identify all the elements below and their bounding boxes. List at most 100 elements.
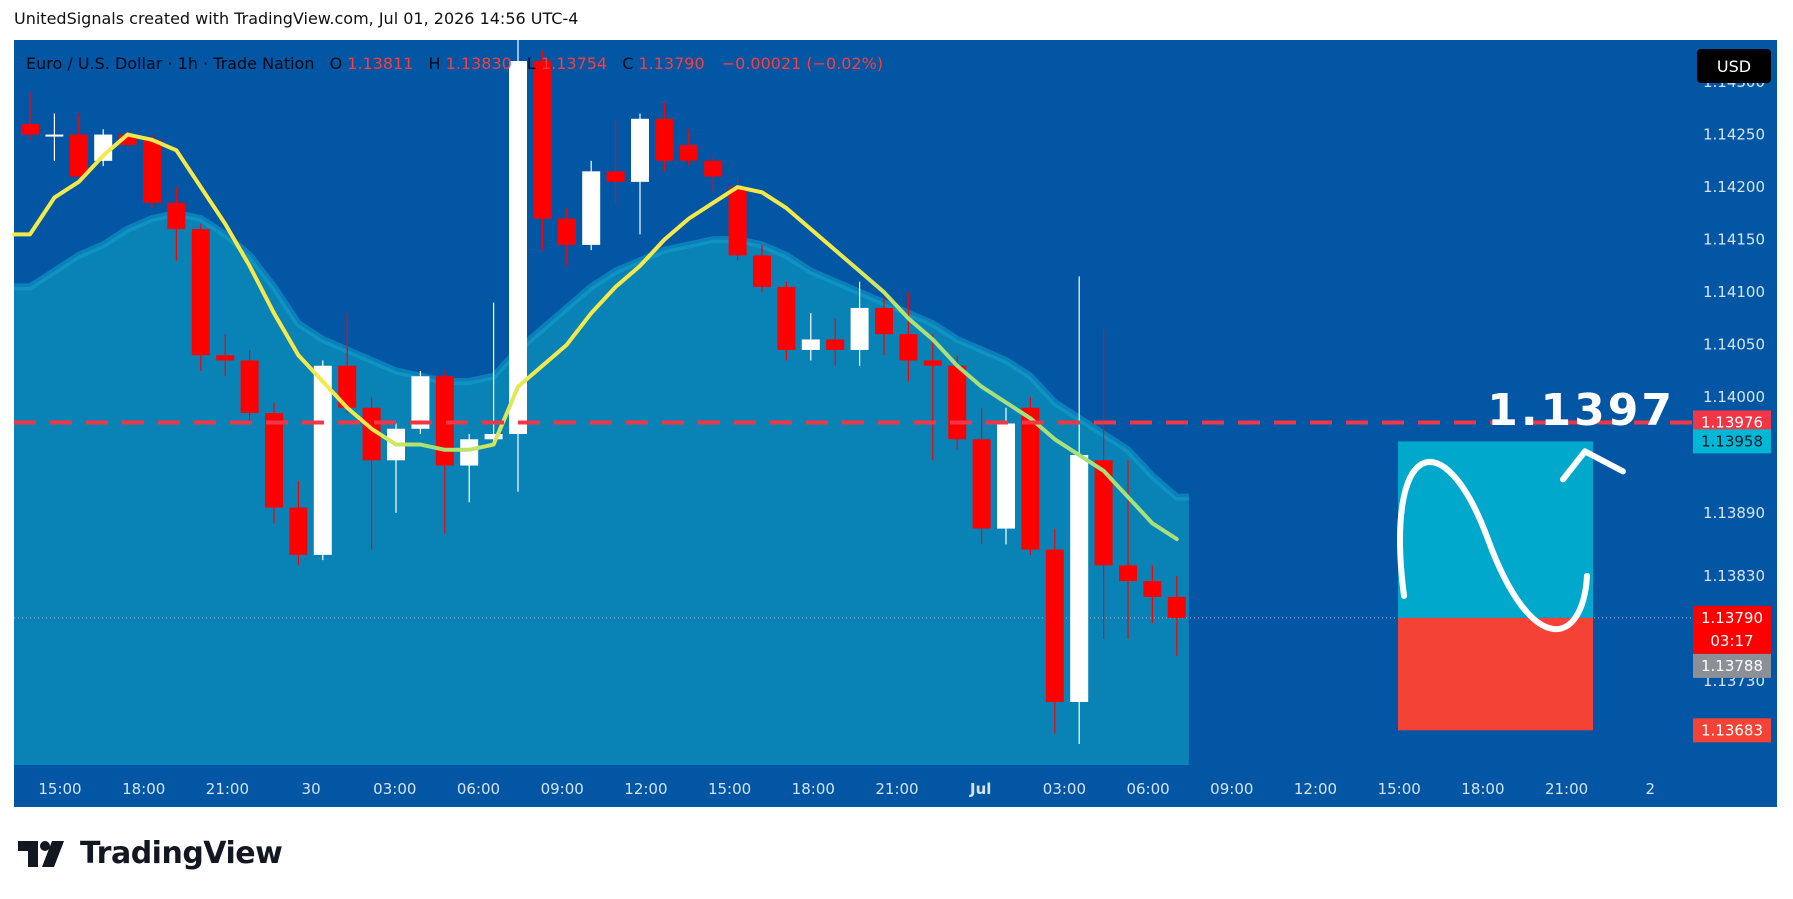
target-price-tag: 1.13976 <box>1701 413 1763 431</box>
projection-wave <box>1397 459 1590 632</box>
candle-body <box>1094 460 1113 566</box>
candle-body <box>484 434 503 440</box>
profit-zone <box>1398 441 1593 618</box>
y-tick-label: 1.14000 <box>1703 388 1765 406</box>
take-profit-tag-bg <box>1693 429 1771 454</box>
candle-body <box>704 160 723 177</box>
y-tick-label: 1.13890 <box>1703 504 1765 522</box>
candle-body <box>265 413 283 508</box>
prev-close-tag: 1.13788 <box>1701 657 1763 675</box>
x-tick-label: 2 <box>1646 780 1656 798</box>
prev-close-tag-bg <box>1693 653 1771 678</box>
band-upper-edge <box>14 209 1189 501</box>
y-tick-label: 1.14050 <box>1703 336 1765 354</box>
candle-body <box>557 218 576 245</box>
stop-price-tag-bg <box>1693 718 1771 743</box>
candle-body <box>972 439 991 529</box>
x-tick-label: Jul <box>969 780 991 798</box>
y-tick-label: 1.14200 <box>1703 178 1765 196</box>
candle-body <box>899 334 918 361</box>
x-tick-label: 21:00 <box>1545 780 1588 798</box>
currency-button[interactable]: USD <box>1697 49 1771 83</box>
candle-body <box>875 307 893 335</box>
take-profit-tag: 1.13958 <box>1701 432 1763 450</box>
candle-body <box>45 134 64 137</box>
x-tick-label: 18:00 <box>1461 780 1504 798</box>
candle-body <box>948 365 967 440</box>
candle-body <box>69 134 88 177</box>
candle-body <box>582 171 601 245</box>
candle-body <box>1143 581 1162 597</box>
candle-body <box>801 339 820 350</box>
candle-body <box>338 365 357 408</box>
candle-body <box>167 202 186 230</box>
x-tick-label: 03:00 <box>1043 780 1086 798</box>
x-tick-label: 21:00 <box>875 780 918 798</box>
candle-body <box>411 376 430 429</box>
x-tick-label: 15:00 <box>38 780 81 798</box>
x-tick-label: 15:00 <box>708 780 751 798</box>
x-tick-label: 15:00 <box>1378 780 1421 798</box>
x-tick-label: 09:00 <box>1210 780 1253 798</box>
target-price-label: 1.1397 <box>1487 385 1675 436</box>
x-tick-label: 03:00 <box>373 780 416 798</box>
x-tick-label: 21:00 <box>206 780 249 798</box>
candle-body <box>679 145 698 161</box>
candle-body <box>1070 455 1089 702</box>
x-tick-label: 06:00 <box>1126 780 1169 798</box>
candle-body <box>509 61 527 435</box>
candle-body <box>460 439 479 466</box>
tradingview-logo: TradingView <box>18 836 283 871</box>
candle-body <box>1119 565 1137 582</box>
candle-body <box>1021 407 1040 550</box>
x-tick-label: 12:00 <box>1294 780 1337 798</box>
chart-credit: UnitedSignals created with TradingView.c… <box>14 9 579 28</box>
candle-body <box>191 229 210 356</box>
y-tick-label: 1.13830 <box>1703 567 1765 585</box>
x-tick-label: 09:00 <box>541 780 584 798</box>
candle-body <box>753 255 771 287</box>
x-tick-label: 18:00 <box>122 780 165 798</box>
candle-body <box>435 376 454 466</box>
legend-close: 1.13790 <box>638 54 704 73</box>
candle-body <box>1167 596 1186 618</box>
bar-countdown: 03:17 <box>1710 632 1753 650</box>
legend-low: 1.13754 <box>541 54 607 73</box>
legend-open-label: O <box>330 54 343 73</box>
legend-change: −0.00021 (−0.02%) <box>722 54 883 73</box>
tradingview-icon <box>18 840 64 867</box>
candle-body <box>728 187 747 256</box>
candle-body <box>631 118 649 182</box>
legend-high-label: H <box>429 54 441 73</box>
x-tick-label: 18:00 <box>792 780 835 798</box>
stop-price-tag: 1.13683 <box>1701 721 1763 739</box>
moving-average-line <box>12 132 1179 542</box>
candle-body <box>313 365 332 555</box>
legend-low-label: L <box>527 54 536 73</box>
currency-label: USD <box>1717 57 1751 76</box>
x-tick-label: 12:00 <box>624 780 667 798</box>
x-tick-label: 30 <box>302 780 321 798</box>
candle-body <box>777 286 796 350</box>
candle-body <box>533 61 552 219</box>
svg-text:Euro / U.S. Dollar · 1h · Trad: Euro / U.S. Dollar · 1h · Trade Nation O… <box>26 54 883 73</box>
candle-body <box>118 134 137 146</box>
y-tick-label: 1.14250 <box>1703 126 1765 144</box>
candle-body <box>655 118 674 161</box>
brand-name: TradingView <box>80 836 283 871</box>
legend-high: 1.13830 <box>446 54 512 73</box>
stop-zone <box>1398 617 1593 731</box>
legend-open: 1.13811 <box>347 54 413 73</box>
moving-average-band <box>14 213 1189 765</box>
y-tick-label: 1.14100 <box>1703 283 1765 301</box>
x-tick-label: 06:00 <box>457 780 500 798</box>
candle-body <box>289 507 308 555</box>
candle-body <box>216 355 235 361</box>
candle-body <box>826 339 845 350</box>
candle-body <box>606 171 625 182</box>
legend-symbol: Euro / U.S. Dollar · 1h · Trade Nation <box>26 54 314 73</box>
candle-body <box>923 360 942 366</box>
candles-group <box>21 40 1186 744</box>
